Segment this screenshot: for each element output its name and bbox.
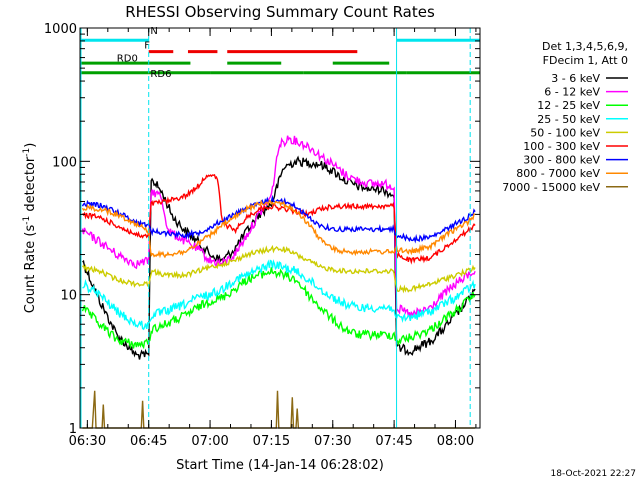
x-tick-label: 07:30 xyxy=(314,434,351,449)
legend-label: 3 - 6 keV xyxy=(551,72,600,85)
x-tick-label: 08:00 xyxy=(437,434,474,449)
legend-label: 25 - 50 keV xyxy=(537,113,600,126)
chart-title: RHESSI Observing Summary Count Rates xyxy=(125,3,435,21)
flag-label-saa: N xyxy=(150,26,157,37)
legend-label: 50 - 100 keV xyxy=(530,126,600,139)
flag-label-rd6: RD6 xyxy=(150,69,171,80)
y-tick-label: 1000 xyxy=(44,22,77,37)
y-axis: 1 10 100 1000 xyxy=(44,22,480,437)
legend-label: 12 - 25 keV xyxy=(537,99,600,112)
x-tick-label: 06:30 xyxy=(69,434,106,449)
legend-label: 800 - 7000 keV xyxy=(516,167,600,180)
plot-frame xyxy=(79,27,481,429)
data-series xyxy=(81,135,476,429)
night-markers xyxy=(80,28,471,428)
x-tick-label: 07:15 xyxy=(253,434,290,449)
series-line-25-50-keV-kev xyxy=(82,259,476,331)
series-line-800-7000-keV-kev xyxy=(81,199,476,259)
legend: Det 1,3,4,5,6,9, FDecim 1, Att 0 3 - 6 k… xyxy=(502,40,628,194)
x-axis-label: Start Time (14-Jan-14 06:28:02) xyxy=(176,458,384,473)
legend-label: 300 - 800 keV xyxy=(523,154,600,167)
series-line-50-100-keV-kev xyxy=(82,244,476,294)
y-tick-label: 10 xyxy=(60,289,77,304)
y-axis-label: Count Rate (s-1 detector-1) xyxy=(22,143,38,314)
flag-label-rd0: RD0 xyxy=(117,54,138,65)
y-tick-label: 1 xyxy=(69,422,77,437)
x-tick-label: 07:00 xyxy=(191,434,228,449)
series-line-12-25-keV-kev xyxy=(81,267,476,350)
series-line-6-12-keV-kev xyxy=(81,135,476,319)
x-axis: 06:30 06:45 07:00 07:15 07:30 07:45 08:00 xyxy=(69,28,477,449)
legend-label: 100 - 300 keV xyxy=(523,140,600,153)
series-line-7000-15000-keV-kev xyxy=(82,390,476,429)
series-line-3-6-keV-kev xyxy=(82,155,476,360)
legend-header-line-1: Det 1,3,4,5,6,9, xyxy=(542,40,628,53)
series-line-100-300-keV-kev xyxy=(81,173,476,265)
legend-label: 7000 - 15000 keV xyxy=(502,181,600,194)
legend-label: 6 - 12 keV xyxy=(544,86,600,99)
series-line-300-800-keV-kev xyxy=(81,194,476,244)
observing-flags: NF RD0 RD6 xyxy=(80,26,480,80)
generation-timestamp: 18-Oct-2021 22:27 xyxy=(551,469,636,479)
flag-label-flare: F xyxy=(144,41,150,52)
y-tick-label: 100 xyxy=(52,155,77,170)
x-tick-label: 07:45 xyxy=(375,434,412,449)
legend-header-line-2: FDecim 1, Att 0 xyxy=(543,54,628,67)
x-tick-label: 06:45 xyxy=(130,434,167,449)
